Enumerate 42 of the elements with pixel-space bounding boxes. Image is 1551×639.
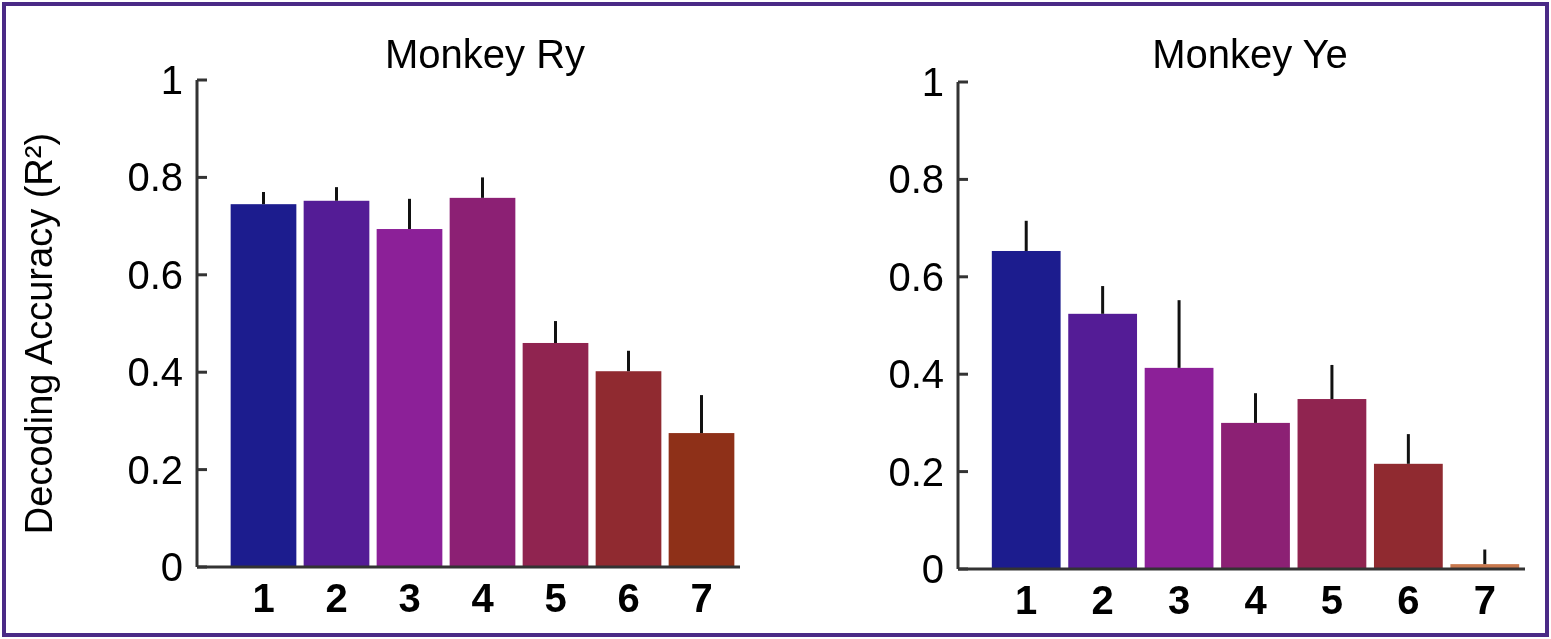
y-tick-label: 0 <box>921 547 944 591</box>
x-tick-label: 5 <box>1320 578 1344 622</box>
y-tick-label: 0.2 <box>127 447 183 492</box>
y-axis-title: Decoding Accuracy (R²) <box>18 132 60 535</box>
bar <box>1144 367 1214 569</box>
bar <box>1221 422 1290 569</box>
x-tick-label: 1 <box>252 576 275 620</box>
y-tick-label: 0.8 <box>127 155 183 200</box>
y-tick-label: 0.2 <box>888 449 944 494</box>
bar <box>376 229 443 567</box>
bar <box>230 204 297 567</box>
y-tick-label: 0.4 <box>127 350 183 395</box>
chart-title: Monkey Ry <box>384 32 586 76</box>
bar <box>1373 463 1443 569</box>
y-tick-label: 0.4 <box>888 352 944 397</box>
y-tick-label: 0.8 <box>888 157 944 202</box>
x-tick-label: 2 <box>1091 578 1114 622</box>
x-tick-label: 5 <box>544 576 567 620</box>
x-tick-label: 6 <box>1397 578 1420 622</box>
y-tick-label: 1 <box>160 58 183 102</box>
bar <box>595 371 662 567</box>
x-tick-label: 6 <box>617 576 640 620</box>
x-tick-label: 4 <box>1244 578 1268 622</box>
chart-title: Monkey Ye <box>1152 32 1348 76</box>
bar <box>303 200 370 567</box>
y-tick-label: 0 <box>160 545 183 589</box>
x-tick-label: 7 <box>1473 578 1496 622</box>
bar <box>1068 313 1138 569</box>
x-tick-label: 2 <box>325 576 348 620</box>
x-tick-label: 1 <box>1015 578 1038 622</box>
x-tick-label: 7 <box>690 576 713 620</box>
bar <box>668 433 735 567</box>
bar <box>449 197 516 567</box>
x-tick-label: 3 <box>398 576 421 620</box>
y-tick-label: 1 <box>921 60 944 104</box>
bar <box>522 342 589 567</box>
x-tick-label: 3 <box>1167 578 1191 622</box>
y-tick-label: 0.6 <box>127 252 183 297</box>
x-tick-label: 4 <box>471 576 495 620</box>
y-tick-label: 0.6 <box>888 254 944 299</box>
bar <box>991 250 1061 569</box>
bar <box>1297 399 1367 569</box>
